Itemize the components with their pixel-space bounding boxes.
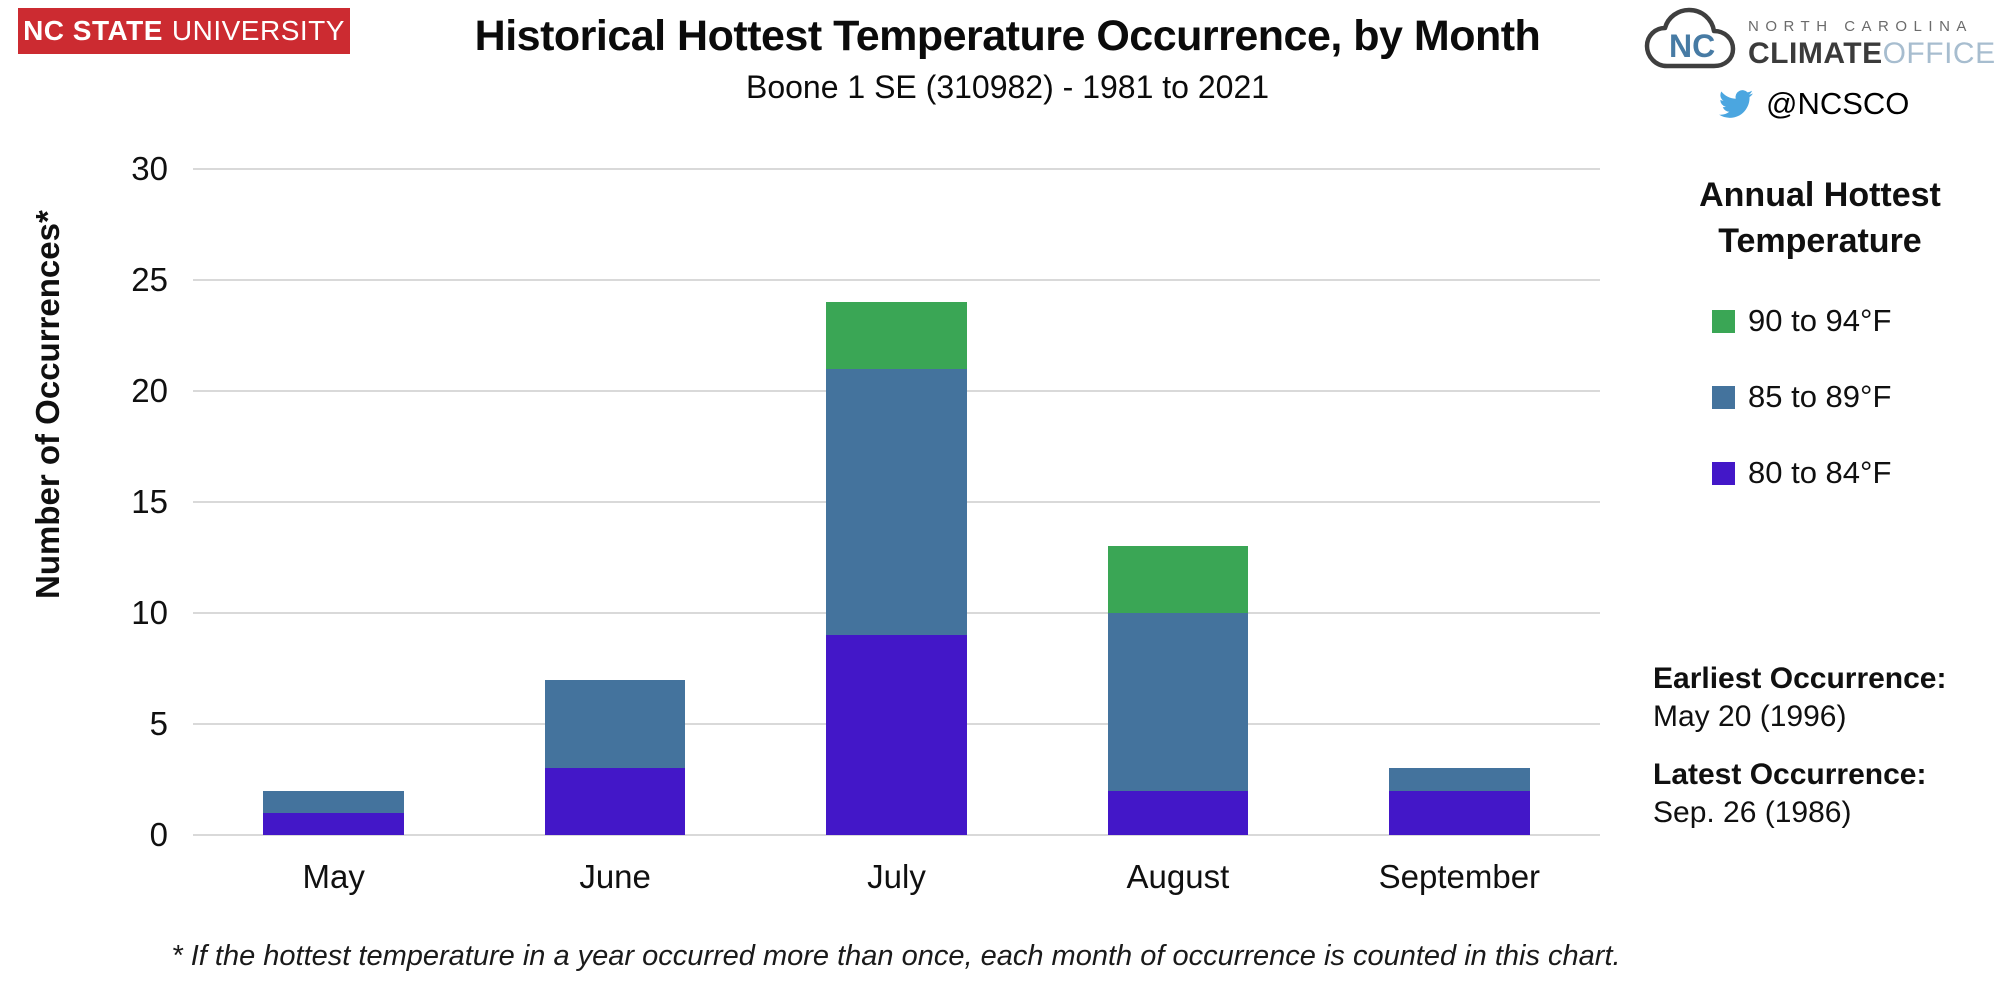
legend-title-line2: Temperature	[1718, 222, 1922, 260]
twitter-icon	[1719, 90, 1753, 118]
bar-segment-july	[826, 635, 967, 835]
cloud-nc-text: NC	[1669, 28, 1715, 64]
earliest-occurrence-note: Earliest Occurrence: May 20 (1996)	[1653, 660, 1946, 736]
bar-segment-september	[1388, 790, 1530, 835]
legend: 90 to 94°F 85 to 89°F 80 to 84°F	[1712, 303, 1892, 532]
latest-occurrence-note: Latest Occurrence: Sep. 26 (1986)	[1653, 756, 1946, 832]
legend-item-85-89: 85 to 89°F	[1712, 379, 1892, 414]
legend-item-90-94: 90 to 94°F	[1712, 303, 1892, 338]
ncco-climate-office-text: CLIMATEOFFICE	[1748, 37, 1996, 71]
twitter-row: @NCSCO	[1716, 86, 1909, 122]
bar-june	[474, 169, 755, 835]
earliest-occurrence-label: Earliest Occurrence:	[1653, 662, 1947, 695]
y-tick-label: 20	[131, 372, 168, 409]
plot-area	[193, 168, 1600, 836]
legend-label: 90 to 94°F	[1748, 303, 1892, 338]
ncsu-logo: NC STATE UNIVERSITY	[18, 8, 350, 54]
bar-segment-july	[826, 368, 967, 636]
gridline	[193, 834, 1600, 836]
bar-segment-july	[826, 302, 967, 369]
x-axis-labels: May June July August September	[193, 858, 1600, 896]
bar-september	[1319, 169, 1600, 835]
ncco-climate-text: CLIMATE	[1748, 36, 1883, 70]
y-tick-label: 5	[149, 705, 168, 742]
twitter-handle: @NCSCO	[1766, 86, 1910, 121]
legend-title-line1: Annual Hottest	[1699, 176, 1941, 214]
x-tick-label: May	[302, 858, 365, 895]
ncco-logo-text: NORTH CAROLINA CLIMATEOFFICE	[1748, 18, 1996, 71]
x-tick-label: September	[1378, 858, 1541, 895]
ncsu-logo-bold-text: NC STATE	[23, 15, 163, 46]
bar-segment-august	[1107, 790, 1249, 835]
legend-label: 85 to 89°F	[1748, 379, 1892, 414]
ncco-office-text: OFFICE	[1882, 36, 1996, 70]
bar-may	[193, 169, 474, 835]
bar-segment-may	[263, 790, 405, 813]
bar-segment-september	[1388, 768, 1530, 791]
bar-segment-august	[1107, 613, 1249, 791]
footnote: * If the hottest temperature in a year o…	[171, 940, 1621, 972]
legend-title: Annual Hottest Temperature	[1640, 172, 2000, 264]
bar-segment-june	[544, 768, 686, 835]
bar-segment-june	[544, 679, 686, 769]
legend-swatch-blue	[1712, 385, 1735, 409]
x-tick-label: July	[867, 858, 926, 895]
chart-title: Historical Hottest Temperature Occurrenc…	[474, 12, 1541, 60]
side-notes: Earliest Occurrence: May 20 (1996) Lates…	[1653, 660, 1946, 852]
bar-july	[756, 169, 1037, 835]
legend-item-80-84: 80 to 84°F	[1712, 455, 1892, 490]
title-block: Historical Hottest Temperature Occurrenc…	[320, 12, 1695, 106]
y-tick-label: 0	[149, 816, 168, 853]
bar-segment-may	[263, 812, 405, 835]
x-tick-label: June	[579, 858, 651, 895]
earliest-occurrence-value: May 20 (1996)	[1653, 700, 1847, 733]
legend-swatch-purple	[1712, 461, 1735, 485]
ncco-north-carolina-text: NORTH CAROLINA	[1748, 17, 1973, 35]
y-tick-label: 25	[131, 261, 168, 298]
cloud-icon: NC	[1644, 7, 1736, 69]
bar-august	[1037, 169, 1318, 835]
ncsu-logo-regular-text: UNIVERSITY	[171, 15, 345, 46]
gridline	[193, 168, 1600, 170]
y-tick-label: 30	[131, 150, 168, 187]
legend-swatch-green	[1712, 309, 1735, 333]
chart-subtitle: Boone 1 SE (310982) - 1981 to 2021	[745, 69, 1270, 105]
y-tick-label: 10	[131, 594, 168, 631]
y-axis-ticks: 0 5 10 15 20 25 30	[80, 150, 168, 853]
ncco-logo: NC NORTH CAROLINA CLIMATEOFFICE	[1642, 4, 1996, 84]
bar-segment-august	[1107, 546, 1249, 613]
gridline	[193, 279, 1600, 281]
latest-occurrence-value: Sep. 26 (1986)	[1653, 796, 1852, 829]
latest-occurrence-label: Latest Occurrence:	[1653, 758, 1927, 791]
y-tick-label: 15	[131, 483, 168, 520]
y-axis-title: Number of Occurrences*	[29, 210, 66, 600]
x-tick-label: August	[1126, 858, 1230, 895]
legend-label: 80 to 84°F	[1748, 455, 1892, 490]
